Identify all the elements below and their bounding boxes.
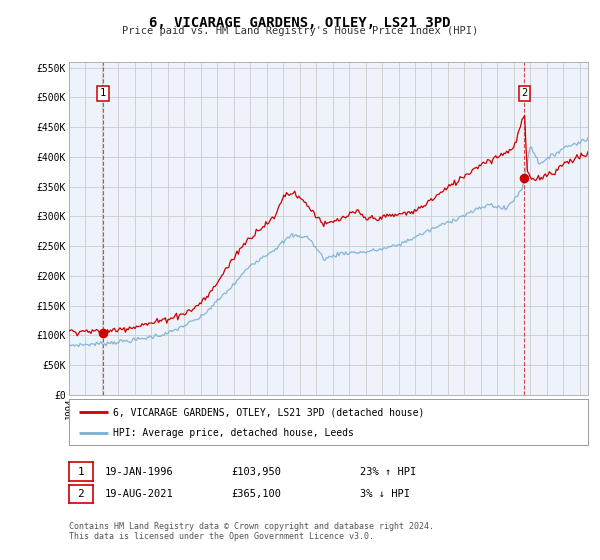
Text: 2: 2 bbox=[77, 489, 85, 499]
Text: 19-AUG-2021: 19-AUG-2021 bbox=[105, 489, 174, 499]
Text: £103,950: £103,950 bbox=[231, 466, 281, 477]
Text: 23% ↑ HPI: 23% ↑ HPI bbox=[360, 466, 416, 477]
Text: £365,100: £365,100 bbox=[231, 489, 281, 499]
Text: 1: 1 bbox=[77, 466, 85, 477]
Text: 2: 2 bbox=[521, 88, 527, 98]
Text: 6, VICARAGE GARDENS, OTLEY, LS21 3PD (detached house): 6, VICARAGE GARDENS, OTLEY, LS21 3PD (de… bbox=[113, 407, 424, 417]
Text: 19-JAN-1996: 19-JAN-1996 bbox=[105, 466, 174, 477]
Text: Price paid vs. HM Land Registry's House Price Index (HPI): Price paid vs. HM Land Registry's House … bbox=[122, 26, 478, 36]
Point bbox=[98, 329, 107, 338]
Text: Contains HM Land Registry data © Crown copyright and database right 2024.
This d: Contains HM Land Registry data © Crown c… bbox=[69, 522, 434, 542]
Point bbox=[520, 173, 529, 182]
Text: 3% ↓ HPI: 3% ↓ HPI bbox=[360, 489, 410, 499]
Text: HPI: Average price, detached house, Leeds: HPI: Average price, detached house, Leed… bbox=[113, 428, 354, 438]
Text: 6, VICARAGE GARDENS, OTLEY, LS21 3PD: 6, VICARAGE GARDENS, OTLEY, LS21 3PD bbox=[149, 16, 451, 30]
Text: 1: 1 bbox=[100, 88, 106, 98]
